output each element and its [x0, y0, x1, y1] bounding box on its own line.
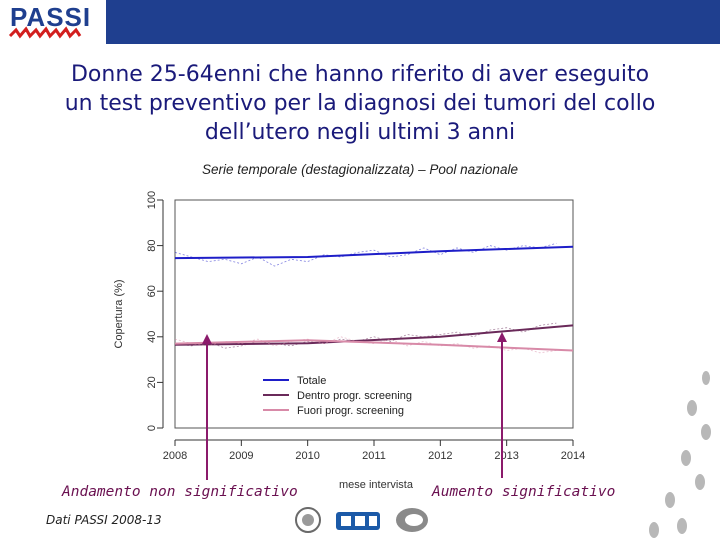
y-tick-label: 40 — [146, 331, 158, 343]
x-tick-label: 2013 — [494, 450, 518, 462]
seal-icon — [295, 507, 321, 533]
annotation-right: Aumento significativo — [432, 484, 616, 500]
slide-title: Donne 25-64enni che hanno riferito di av… — [64, 62, 656, 145]
x-tick-label: 2010 — [295, 450, 319, 462]
x-axis-label: mese intervista — [339, 479, 414, 491]
x-tick-label: 2012 — [428, 450, 452, 462]
y-tick-label: 0 — [146, 425, 158, 431]
annotation-left: Andamento non significativo — [62, 484, 298, 500]
header-bar — [106, 0, 720, 44]
legend-label-1: Dentro progr. screening — [297, 390, 412, 402]
footer-logos — [295, 507, 428, 533]
y-tick-label: 20 — [146, 376, 158, 388]
footprints-icon — [649, 371, 711, 538]
x-tick-label: 2011 — [362, 450, 386, 462]
legend-label-2: Fuori progr. screening — [297, 405, 404, 417]
chart-subtitle: Serie temporale (destagionalizzata) – Po… — [202, 162, 518, 177]
y-tick-label: 80 — [146, 239, 158, 251]
x-tick-label: 2008 — [163, 450, 187, 462]
series-trend-0 — [174, 245, 574, 260]
series-layer — [174, 242, 574, 354]
series-trend-1 — [174, 324, 574, 346]
series-raw-0 — [174, 242, 557, 267]
source-note: Dati PASSI 2008-13 — [46, 513, 162, 527]
chart: 2008 2009 2010 2011 2012 2013 2014 0 20 40 60 80 100… — [113, 191, 585, 491]
series-raw-1 — [174, 322, 557, 349]
legend-label-0: Totale — [297, 375, 326, 387]
x-tick-label: 2014 — [561, 450, 585, 462]
logo-text: PASSI — [10, 2, 91, 32]
ccm-logo — [336, 512, 380, 530]
y-axis-label: Copertura (%) — [113, 279, 125, 348]
legend: Totale Dentro progr. screening Fuori progr… — [263, 375, 412, 417]
passi-logo: PASSI — [8, 2, 91, 39]
plot-area — [174, 199, 574, 429]
x-tick-label: 2009 — [229, 450, 253, 462]
axis-layer: 2008 2009 2010 2011 2012 2013 2014 0 20 40 60 80 100 — [146, 191, 585, 462]
series-trend-2 — [174, 339, 574, 352]
plot-frame — [174, 199, 574, 429]
y-tick-label: 100 — [146, 191, 158, 209]
cnesps-logo — [396, 508, 428, 532]
y-tick-label: 60 — [146, 285, 158, 297]
